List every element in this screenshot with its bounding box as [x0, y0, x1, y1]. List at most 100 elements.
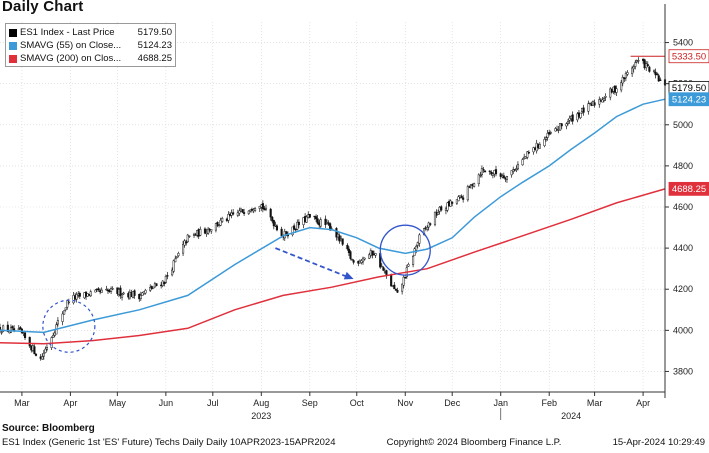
- candlestick: [473, 182, 476, 188]
- candle-body: [174, 258, 177, 263]
- annotations: [42, 55, 665, 353]
- candlestick: [172, 259, 175, 274]
- candle-body: [67, 301, 70, 304]
- candlestick: [297, 219, 300, 229]
- candlestick: [341, 238, 344, 246]
- candlestick: [490, 170, 493, 176]
- candlestick: [319, 217, 322, 230]
- chart-description: ES1 Index (Generic 1st 'ES' Future) Tech…: [2, 437, 336, 448]
- candle-body: [587, 103, 590, 112]
- candlestick: [188, 235, 191, 238]
- candle-body: [352, 260, 355, 263]
- candlestick: [538, 142, 541, 149]
- candlestick: [615, 85, 618, 96]
- candlestick: [232, 209, 235, 216]
- candlestick: [247, 210, 250, 216]
- candle-body: [100, 289, 103, 293]
- candlestick: [349, 250, 352, 261]
- source-label: Source: Bloomberg: [2, 423, 95, 434]
- candlestick: [598, 96, 601, 108]
- candle-body: [374, 253, 377, 256]
- candlestick: [293, 223, 296, 231]
- candle-body: [346, 244, 349, 250]
- candlestick: [404, 276, 407, 279]
- candlestick: [576, 111, 579, 123]
- candle-body: [637, 60, 640, 62]
- candlestick: [513, 168, 516, 172]
- candlestick: [361, 256, 365, 265]
- candlestick: [64, 307, 67, 312]
- candlestick: [210, 229, 213, 234]
- candle-body: [593, 102, 596, 106]
- candle-body: [494, 169, 498, 175]
- candle-body: [526, 151, 529, 158]
- footer-line: ES1 Index (Generic 1st 'ES' Future) Tech…: [2, 437, 705, 448]
- candlestick: [565, 122, 568, 130]
- candlestick: [11, 325, 14, 330]
- candle-body: [241, 209, 244, 213]
- ma-line: [0, 188, 666, 345]
- candle-body: [0, 331, 3, 334]
- candlestick: [499, 172, 502, 180]
- candle-body: [656, 73, 659, 75]
- candle-body: [210, 229, 213, 232]
- candle-body: [576, 113, 579, 121]
- candle-body: [437, 212, 440, 215]
- candlestick: [634, 59, 637, 70]
- candle-body: [94, 289, 97, 293]
- candlestick: [28, 336, 31, 348]
- candlestick: [588, 102, 591, 105]
- candle-body: [105, 288, 108, 291]
- legend: ES1 Index - Last Price 5179.50 SMAVG (55…: [5, 23, 176, 67]
- candlestick: [482, 166, 485, 173]
- candlestick: [527, 150, 530, 155]
- candlestick: [526, 151, 529, 160]
- candlestick: [427, 221, 430, 231]
- candle-body: [527, 152, 530, 154]
- candle-body: [247, 210, 250, 214]
- candlestick: [566, 119, 570, 126]
- candlestick: [335, 227, 338, 241]
- candle-body: [407, 264, 410, 267]
- candle-body: [272, 220, 275, 227]
- candle-body: [624, 73, 627, 79]
- candlestick: [604, 93, 607, 102]
- candle-body: [110, 288, 113, 292]
- candle-body: [538, 144, 541, 149]
- candlestick: [207, 226, 210, 236]
- candle-body: [460, 195, 463, 198]
- candle-body: [659, 79, 662, 81]
- candle-body: [23, 332, 27, 339]
- price-tag: [668, 181, 709, 196]
- candlestick: [521, 157, 524, 166]
- candle-body: [324, 218, 327, 225]
- candle-body: [264, 207, 268, 210]
- candle-body: [335, 228, 338, 238]
- candlestick: [429, 222, 432, 227]
- candlestick: [133, 289, 136, 299]
- candle-body: [490, 172, 493, 175]
- candlestick: [549, 130, 552, 135]
- y-tick-label: 4800: [673, 161, 693, 171]
- candle-body: [393, 284, 396, 290]
- candle-body: [588, 102, 591, 105]
- price-tag-label: 5179.50: [672, 83, 706, 94]
- candlestick: [249, 209, 252, 213]
- candle-body: [404, 276, 407, 279]
- candle-body: [657, 75, 660, 82]
- candlestick: [621, 74, 624, 87]
- candlestick: [433, 211, 437, 227]
- candlestick: [275, 224, 279, 232]
- candle-body: [9, 327, 13, 333]
- legend-value: 4688.25: [137, 53, 172, 64]
- candlestick: [491, 172, 494, 179]
- candle-body: [601, 99, 604, 103]
- candle-body: [139, 295, 142, 300]
- candlestick: [654, 68, 657, 79]
- candle-body: [371, 250, 374, 256]
- year-label: 2024: [561, 411, 581, 421]
- candlestick: [631, 65, 634, 77]
- legend-swatch: [9, 28, 17, 37]
- candle-body: [621, 76, 624, 84]
- candle-body: [341, 238, 344, 245]
